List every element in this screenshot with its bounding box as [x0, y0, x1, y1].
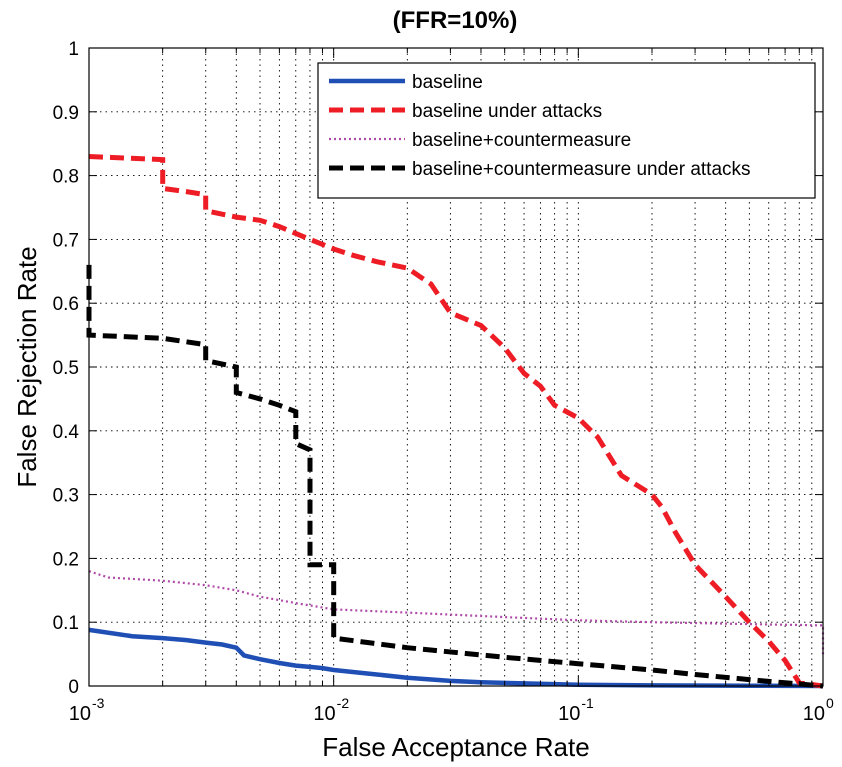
legend-items: baseline baseline under attacks baseline+c… [329, 72, 751, 180]
x-tick-label: 10 -1 [558, 695, 594, 725]
x-tick-label-exponent: 0 [826, 695, 834, 711]
x-tick-label-base: 10 [803, 703, 825, 725]
x-tick-label-exponent: -1 [581, 695, 594, 711]
y-tick-label: 0.7 [53, 230, 79, 251]
y-tick-label: 0.3 [53, 486, 79, 507]
y-tick-label: 0.9 [53, 103, 79, 124]
x-tick-label-base: 10 [313, 703, 335, 725]
x-tick-label: 10 0 [803, 695, 834, 725]
y-tick-label: 0.4 [53, 422, 80, 443]
x-tick-label-exponent: -3 [92, 695, 105, 711]
legend-label: baseline [412, 72, 483, 93]
chart-title: (FFR=10%) [393, 7, 518, 34]
series-line-3 [88, 570, 825, 655]
y-tick-label: 0.2 [53, 549, 79, 570]
y-tick-label: 0.6 [53, 294, 79, 315]
x-tick-label-exponent: -2 [337, 695, 350, 711]
y-tick-label: 1 [68, 39, 79, 60]
legend-label: baseline under attacks [412, 101, 602, 122]
x-tick-label: 10 -2 [313, 695, 349, 725]
series-line-2 [88, 154, 824, 689]
x-tick-label: 10 -3 [69, 695, 105, 725]
legend-box [317, 62, 816, 199]
legend-label: baseline+countermeasure [412, 130, 631, 151]
y-tick-label: 0.1 [53, 613, 79, 634]
y-axis-label: False Rejection Rate [12, 246, 42, 487]
legend: baseline baseline under attacks baseline+c… [317, 62, 816, 199]
x-axis-label: False Acceptance Rate [322, 732, 589, 762]
y-tick-label: 0.5 [53, 358, 79, 379]
series-line-4 [86, 264, 824, 689]
axis-ticks [88, 47, 823, 687]
x-tick-label-base: 10 [69, 703, 91, 725]
x-tick-label-base: 10 [558, 703, 580, 725]
series-layer [86, 154, 825, 689]
legend-label: baseline+countermeasure under attacks [412, 159, 751, 180]
y-tick-label: 0.8 [53, 167, 79, 188]
series-line-1 [88, 627, 824, 689]
y-tick-label: 0 [68, 677, 79, 698]
